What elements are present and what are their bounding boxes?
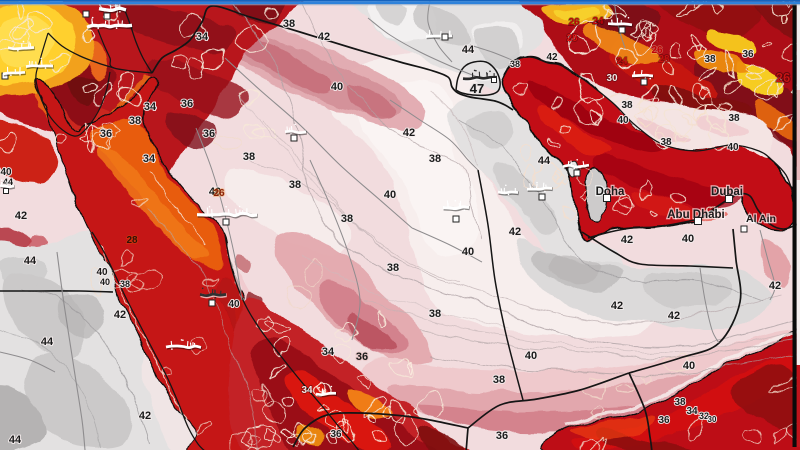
- svg-text:40: 40: [96, 267, 108, 278]
- svg-text:38: 38: [289, 179, 301, 191]
- svg-text:32: 32: [699, 411, 709, 421]
- svg-text:40: 40: [0, 167, 12, 178]
- svg-text:40: 40: [525, 350, 537, 362]
- svg-text:40: 40: [209, 186, 221, 198]
- svg-text:38: 38: [493, 374, 505, 386]
- svg-text:47: 47: [470, 81, 484, 96]
- svg-text:44: 44: [462, 44, 475, 56]
- svg-text:34: 34: [686, 406, 698, 417]
- svg-text:36: 36: [356, 351, 368, 363]
- svg-text:42: 42: [139, 410, 151, 422]
- svg-text:42: 42: [403, 127, 415, 139]
- svg-text:44: 44: [9, 434, 22, 446]
- svg-text:38: 38: [704, 54, 716, 65]
- svg-text:42: 42: [621, 234, 633, 246]
- svg-text:42: 42: [318, 31, 330, 43]
- svg-text:38: 38: [243, 151, 255, 163]
- svg-text:Al Ain: Al Ain: [746, 213, 776, 225]
- svg-text:Abu Dhabi: Abu Dhabi: [667, 209, 725, 221]
- svg-text:42: 42: [15, 210, 27, 222]
- svg-text:38: 38: [120, 279, 130, 289]
- svg-text:38: 38: [728, 113, 740, 124]
- svg-text:40: 40: [331, 81, 343, 93]
- svg-text:26: 26: [651, 45, 663, 56]
- svg-text:36: 36: [203, 128, 215, 140]
- svg-text:38: 38: [674, 397, 686, 408]
- svg-text:44: 44: [41, 336, 54, 348]
- svg-text:38: 38: [510, 59, 520, 69]
- svg-text:28: 28: [658, 54, 670, 65]
- svg-text:42: 42: [114, 309, 126, 321]
- svg-text:38: 38: [429, 153, 441, 165]
- svg-text:34: 34: [301, 385, 313, 396]
- svg-text:24: 24: [616, 56, 628, 67]
- svg-text:40: 40: [682, 233, 694, 245]
- svg-text:40: 40: [384, 189, 396, 201]
- svg-text:38: 38: [621, 100, 633, 111]
- svg-text:38: 38: [341, 213, 353, 225]
- svg-text:40: 40: [683, 360, 695, 372]
- svg-text:36: 36: [181, 98, 193, 110]
- svg-text:26: 26: [213, 188, 225, 199]
- svg-text:42: 42: [509, 226, 521, 238]
- svg-text:38: 38: [429, 308, 441, 320]
- svg-text:28: 28: [126, 235, 138, 246]
- svg-text:Dubai: Dubai: [711, 186, 743, 198]
- svg-text:30: 30: [708, 415, 717, 424]
- svg-text:42: 42: [611, 300, 623, 312]
- svg-text:38: 38: [129, 115, 141, 127]
- svg-text:36: 36: [658, 415, 670, 426]
- svg-text:34: 34: [144, 101, 157, 113]
- svg-text:36: 36: [742, 49, 754, 60]
- svg-text:26: 26: [776, 70, 790, 85]
- svg-text:Doha: Doha: [596, 186, 625, 198]
- svg-text:28: 28: [566, 33, 578, 44]
- svg-text:42: 42: [769, 280, 781, 292]
- svg-text:26: 26: [568, 17, 580, 28]
- svg-text:38: 38: [283, 18, 295, 30]
- svg-text:40: 40: [462, 246, 474, 258]
- svg-text:34: 34: [196, 31, 209, 43]
- svg-text:40: 40: [617, 115, 629, 126]
- svg-text:44: 44: [24, 255, 37, 267]
- svg-text:40: 40: [228, 299, 240, 310]
- svg-text:38: 38: [387, 262, 399, 274]
- svg-text:40: 40: [100, 277, 110, 287]
- svg-text:34: 34: [322, 346, 335, 358]
- svg-text:38: 38: [660, 137, 672, 148]
- svg-text:30: 30: [606, 73, 618, 84]
- svg-text:34: 34: [143, 153, 156, 165]
- svg-text:42: 42: [668, 310, 680, 322]
- svg-text:44: 44: [538, 155, 551, 167]
- svg-text:24: 24: [592, 16, 604, 27]
- svg-text:44: 44: [3, 177, 13, 187]
- svg-text:36: 36: [100, 128, 112, 140]
- svg-text:36: 36: [330, 429, 342, 440]
- svg-text:36: 36: [496, 430, 508, 442]
- svg-text:40: 40: [727, 142, 739, 153]
- svg-text:42: 42: [546, 52, 558, 63]
